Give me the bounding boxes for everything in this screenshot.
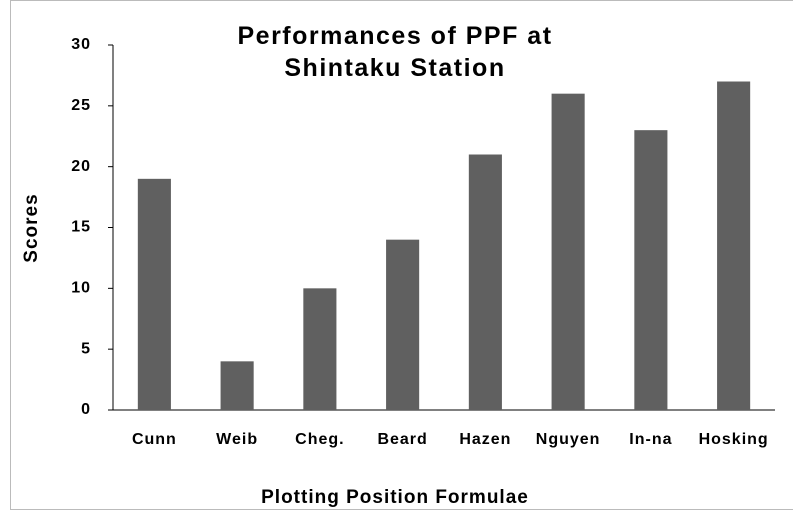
y-tick-label: 10	[71, 280, 91, 297]
bar	[303, 288, 337, 410]
bar	[386, 239, 420, 410]
y-tick-label: 30	[71, 36, 91, 53]
y-tick-label: 20	[71, 158, 91, 175]
chart-frame	[10, 0, 793, 510]
y-tick-label: 5	[81, 340, 91, 357]
chart-title: Performances of PPF at Shintaku Station	[237, 22, 553, 82]
y-axis-label: Scores	[21, 193, 42, 262]
x-tick-label: Hazen	[459, 431, 511, 448]
bar	[717, 81, 751, 410]
x-tick-label: Nguyen	[536, 431, 601, 448]
bar	[551, 93, 585, 411]
x-tick-label: Cheg.	[295, 431, 344, 448]
bar	[634, 130, 668, 410]
y-tick-label: 25	[71, 97, 91, 114]
bar	[137, 178, 171, 410]
x-tick-label: Hosking	[699, 431, 769, 448]
x-tick-label: Beard	[377, 431, 427, 448]
x-tick-label: In-na	[629, 431, 672, 448]
bar	[220, 361, 254, 410]
x-axis-label: Plotting Position Formulae	[261, 487, 529, 508]
y-tick-label: 0	[81, 401, 91, 418]
bar	[468, 154, 502, 410]
x-tick-label: Weib	[216, 431, 258, 448]
y-tick-label: 15	[71, 219, 91, 236]
x-tick-label: Cunn	[132, 431, 177, 448]
